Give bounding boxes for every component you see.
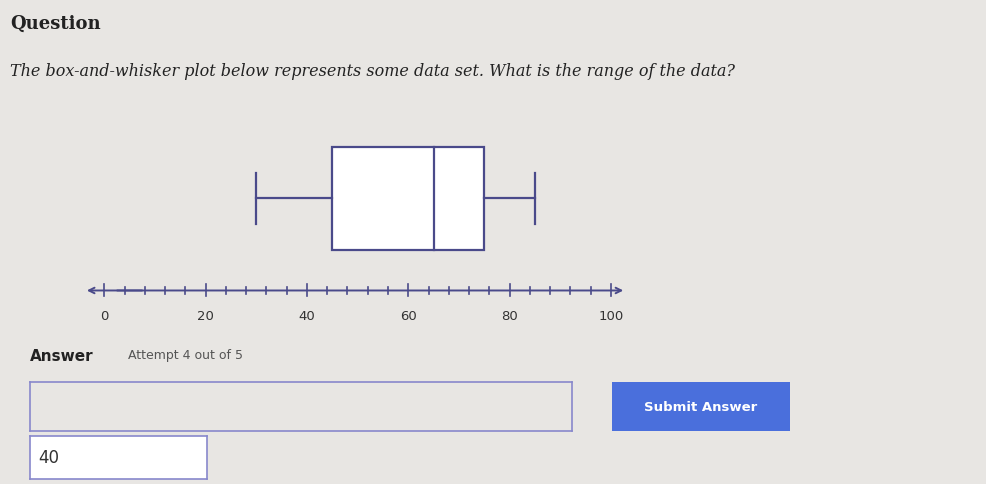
Text: Question: Question xyxy=(10,15,101,32)
Text: 0: 0 xyxy=(100,309,108,322)
Text: 80: 80 xyxy=(501,309,518,322)
Text: 40: 40 xyxy=(298,309,315,322)
Text: 40: 40 xyxy=(38,448,59,467)
Text: Attempt 4 out of 5: Attempt 4 out of 5 xyxy=(128,348,244,362)
Text: 100: 100 xyxy=(598,309,623,322)
Text: Submit Answer: Submit Answer xyxy=(644,400,756,413)
Text: 60: 60 xyxy=(399,309,416,322)
Text: Answer: Answer xyxy=(30,348,93,363)
Text: The box-and-whisker plot below represents some data set. What is the range of th: The box-and-whisker plot below represent… xyxy=(10,63,735,80)
Bar xyxy=(332,148,484,250)
Text: 20: 20 xyxy=(197,309,214,322)
